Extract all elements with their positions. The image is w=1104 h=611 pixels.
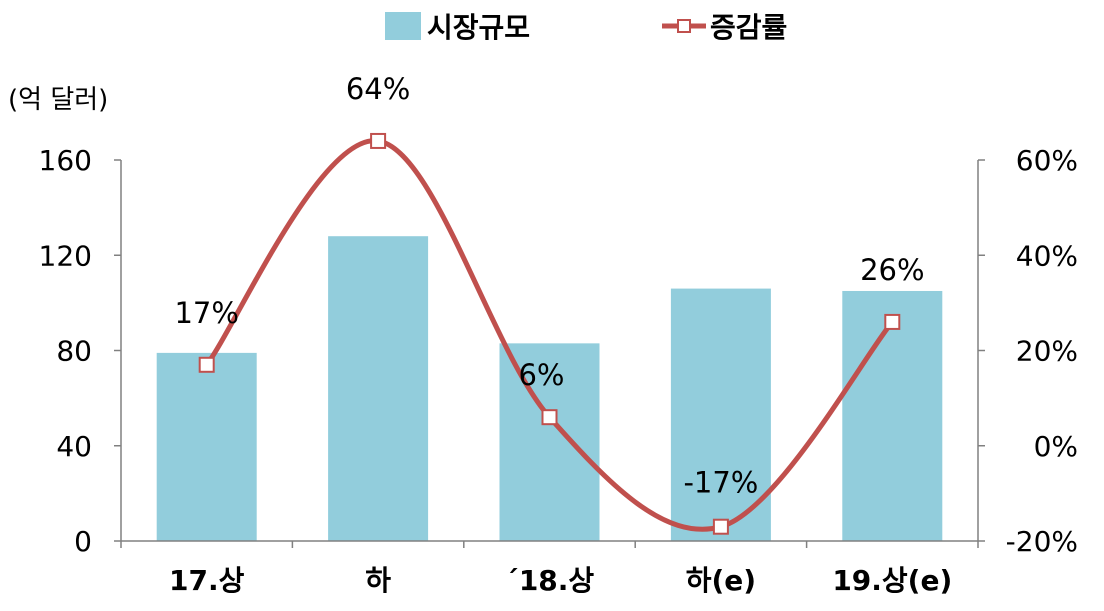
line-series [198,132,901,535]
data-label: 64% [346,72,410,106]
y-left-tick-label: 0 [74,525,92,558]
x-tick-label: 하 [365,564,391,597]
growth-line [204,138,895,532]
legend-line-label: 증감률 [710,11,787,44]
bar-series [156,236,943,541]
data-label: 6% [518,358,564,392]
data-label: 17% [174,296,238,330]
x-tick-label: 19.상(e) [832,564,952,597]
y-right-tick-label: -20% [1006,525,1078,558]
y-right-tick-label: 0% [1034,430,1078,463]
x-tick-label: 17.상 [169,564,245,597]
legend-bar-swatch [385,12,421,40]
bar [328,236,429,541]
data-label: 26% [860,253,924,287]
data-label: -17% [683,466,758,500]
bar [156,352,257,541]
bar [499,343,600,541]
axes: 0 40 80 120 160 -20% 0% 20% 40% 60% 17.상 하 ´18.상 하(e)… [39,144,1078,597]
x-tick-label: 하(e) [686,564,756,597]
line-point [370,132,387,149]
bar [670,288,771,541]
y-right-tick-label: 40% [1016,239,1078,272]
line-point [712,518,729,535]
data-labels: 17% 64% 6% -17% 26% [174,72,924,500]
line-point [884,313,901,330]
y-right-tick-label: 60% [1016,144,1078,177]
y-right-tick-label: 20% [1016,335,1078,368]
line-point [198,356,215,373]
y-left-tick-label: 40 [56,430,92,463]
legend-line-marker [677,19,691,33]
y-left-tick-label: 120 [39,239,92,272]
line-point [541,409,558,426]
legend-bar-label: 시장규모 [427,11,530,44]
y-left-unit-label: (억 달러) [8,85,108,115]
y-left-tick-label: 160 [39,144,92,177]
x-tick-label: ´18.상 [505,564,595,597]
legend: 시장규모 증감률 [385,11,787,44]
bar [842,290,943,541]
y-left-tick-label: 80 [56,335,92,368]
